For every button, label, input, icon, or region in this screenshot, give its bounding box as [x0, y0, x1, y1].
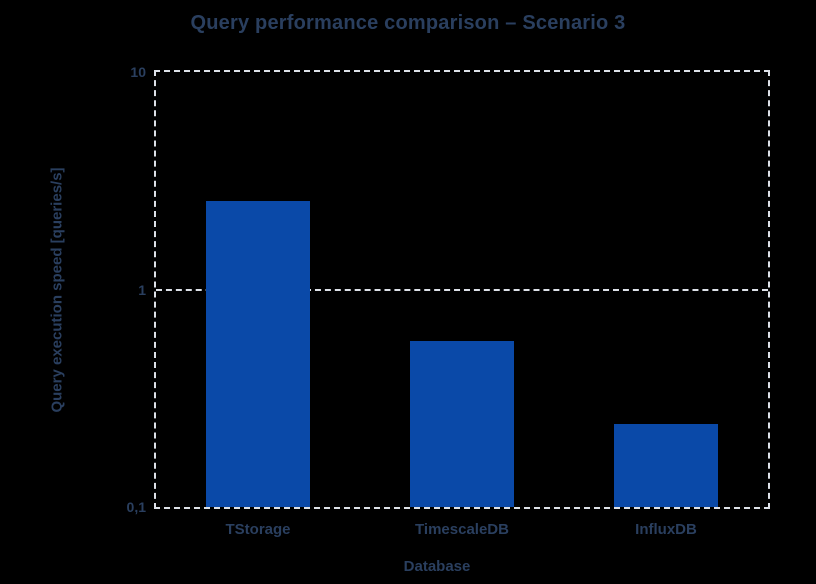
bar-influxdb	[614, 424, 718, 507]
x-tick-label-timescaledb: TimescaleDB	[415, 521, 509, 538]
x-tick-label-tstorage: TStorage	[225, 521, 291, 538]
chart-title: Query performance comparison – Scenario …	[190, 12, 626, 34]
y-tick-label-1: 1	[138, 281, 146, 298]
x-tick-label-influxdb: InfluxDB	[635, 521, 697, 538]
y-tick-label-0,1: 0,1	[126, 499, 146, 515]
y-axis-title: Query execution speed [queries/s]	[48, 167, 66, 413]
gridline-y-1	[156, 288, 768, 291]
bar-timescaledb	[410, 340, 514, 507]
y-tick-label-10: 10	[130, 64, 146, 80]
plot-area	[154, 70, 770, 509]
bar-tstorage	[206, 201, 310, 507]
x-axis-title: Database	[403, 558, 471, 575]
